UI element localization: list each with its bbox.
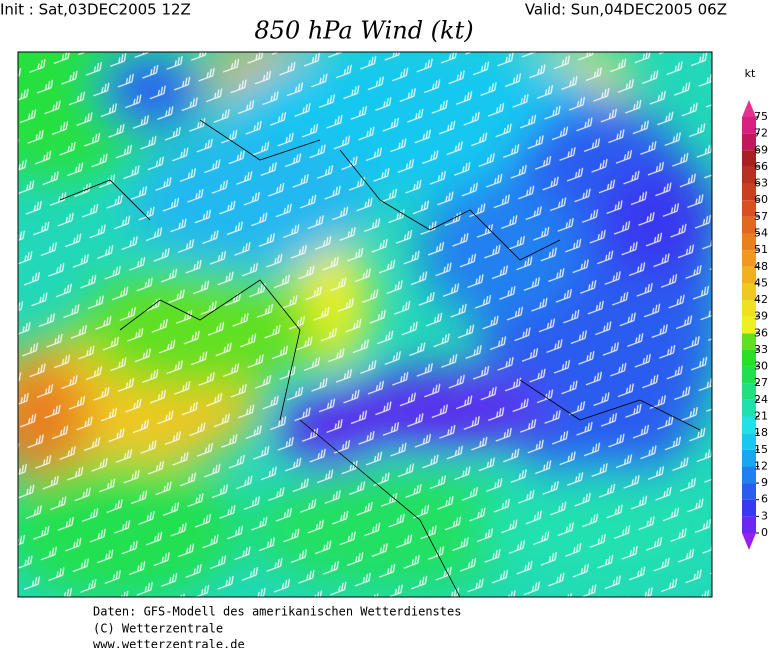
colorbar-band <box>742 117 756 134</box>
wind-barbs <box>18 52 712 597</box>
colorbar-label: 42 <box>754 293 768 306</box>
colorbar-band <box>742 349 756 367</box>
colorbar-label: 69 <box>754 143 768 156</box>
colorbar-label: 48 <box>754 260 768 273</box>
colorbar-label: 57 <box>754 210 768 223</box>
colorbar-band <box>742 416 756 434</box>
colorbar-band <box>742 333 756 350</box>
map-frame <box>17 51 713 598</box>
colorbar-under <box>742 533 756 550</box>
colorbar-band <box>742 150 756 167</box>
colorbar-band <box>742 166 756 184</box>
colorbar-band <box>742 466 756 484</box>
legend-unit: kt <box>745 67 756 80</box>
colorbar-band <box>742 133 756 151</box>
colorbar-label: 36 <box>754 326 768 339</box>
colorbar-label: 39 <box>754 310 768 323</box>
colorbar-label: 9 <box>761 476 768 489</box>
footer-line: (C) Wetterzentrale <box>93 622 223 636</box>
colorbar-label: 63 <box>754 177 768 190</box>
colorbar-band <box>742 399 756 417</box>
colorbar-band <box>742 216 756 234</box>
colorbar-band <box>742 483 756 500</box>
colorbar-band <box>742 499 756 517</box>
footer-line: www.wetterzentrale.de <box>93 638 245 648</box>
init-time: Init : Sat,03DEC2005 12Z <box>0 1 191 19</box>
colorbar-label: 45 <box>754 276 768 289</box>
colorbar-label: 12 <box>754 459 768 472</box>
colorbar-band <box>742 266 756 284</box>
colorbar-label: 6 <box>761 493 768 506</box>
colorbar-label: 30 <box>754 360 768 373</box>
wind-map <box>18 52 712 597</box>
colorbar-band <box>742 516 756 533</box>
colorbar-band <box>742 183 756 201</box>
colorbar-label: 75 <box>754 110 768 123</box>
colorbar-band <box>742 250 756 267</box>
colorbar-label: 0 <box>761 526 768 539</box>
colorbar-band <box>742 316 756 334</box>
borders <box>59 119 701 597</box>
colorbar-band <box>742 300 756 317</box>
valid-time: Valid: Sun,04DEC2005 06Z <box>525 1 727 19</box>
colorbar-band <box>742 200 756 217</box>
colorbar-band <box>742 383 756 400</box>
colorbar-label: 66 <box>754 160 768 173</box>
colorbar-label: 3 <box>761 509 768 522</box>
colorbar-label: 15 <box>754 443 768 456</box>
colorbar-label: 24 <box>754 393 768 406</box>
colorbar: 0369121518212427303336394245485154576063… <box>742 100 768 550</box>
colorbar-label: 21 <box>754 410 768 423</box>
colorbar-label: 72 <box>754 127 768 140</box>
colorbar-band <box>742 366 756 384</box>
footer-line: Daten: GFS-Modell des amerikanischen Wet… <box>93 605 461 619</box>
colorbar-band <box>742 433 756 450</box>
colorbar-label: 18 <box>754 426 768 439</box>
colorbar-band <box>742 283 756 301</box>
colorbar-band <box>742 233 756 251</box>
colorbar-over <box>742 100 756 117</box>
map-title: 850 hPa Wind (kt) <box>254 17 473 45</box>
colorbar-label: 51 <box>754 243 768 256</box>
colorbar-label: 33 <box>754 343 768 356</box>
colorbar-band <box>742 449 756 467</box>
colorbar-label: 60 <box>754 193 768 206</box>
colorbar-label: 54 <box>754 226 768 239</box>
colorbar-label: 27 <box>754 376 768 389</box>
